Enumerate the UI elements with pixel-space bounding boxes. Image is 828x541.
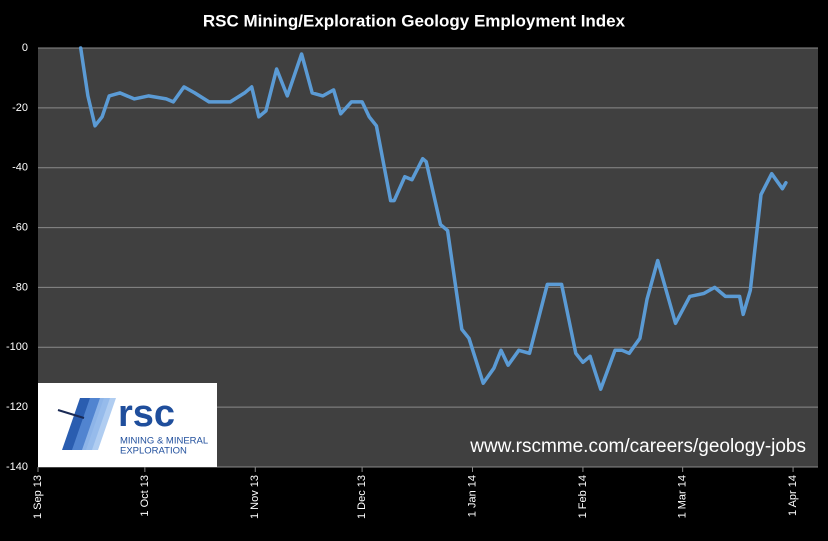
watermark: www.rscmme.com/careers/geology-jobs [469,436,806,457]
x-tick-label: 1 Sep 13 [32,475,44,519]
x-tick-label: 1 Apr 14 [787,475,799,516]
y-tick-label: -60 [12,221,28,233]
logo-line: MINING & MINERAL [120,436,208,447]
y-tick-label: -80 [12,281,28,293]
x-tick-label: 1 Oct 13 [139,475,151,517]
y-tick-label: 0 [22,42,28,54]
x-tick-label: 1 Jan 14 [466,475,478,517]
logo: rsc MINING & MINERAL EXPLORATION [38,383,217,467]
y-tick-label: -100 [6,341,28,353]
chart-title: RSC Mining/Exploration Geology Employmen… [203,11,626,30]
y-tick-label: -20 [12,102,28,114]
logo-icon [82,398,116,450]
x-tick-label: 1 Mar 14 [677,475,689,518]
line-series [78,46,788,391]
grid: 0 -20 -40 -60 -80 -100 -120 -140 1 Sep 13 1 Oct 1… [6,42,818,519]
logo-name: rsc [118,393,175,435]
logo-line: EXPLORATION [120,446,187,457]
x-tick-label: 1 Dec 13 [356,475,368,519]
y-tick-label: -140 [6,461,28,473]
marks [78,46,788,391]
logo-box [38,383,217,467]
y-tick-label: -120 [6,401,28,413]
x-tick-label: 1 Nov 13 [249,475,261,519]
x-tick-label: 1 Feb 14 [577,475,589,518]
y-tick-label: -40 [12,162,28,174]
logo-pick [57,409,85,419]
